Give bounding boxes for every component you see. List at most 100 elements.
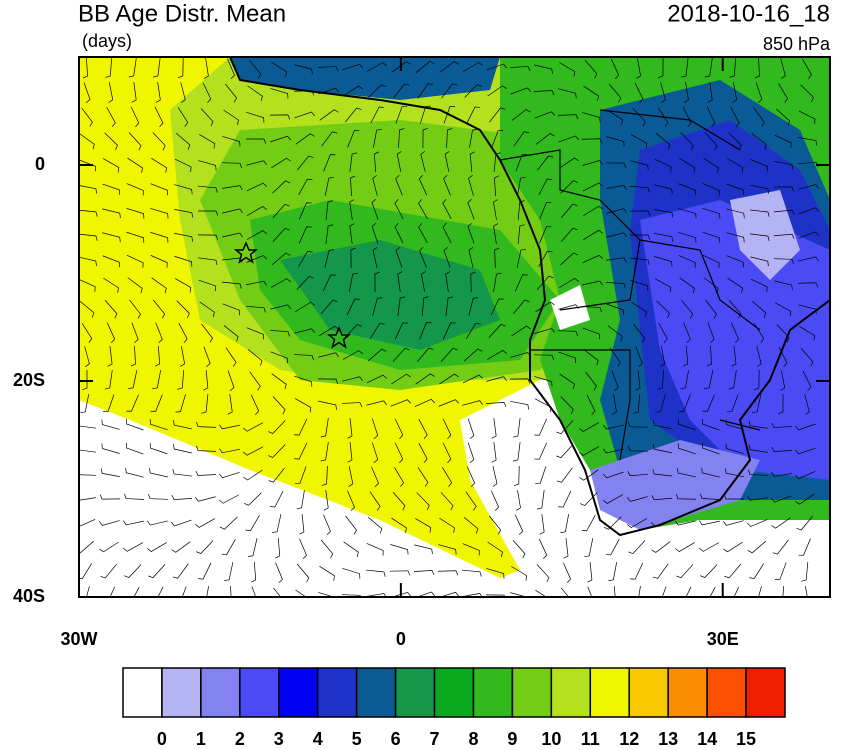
wind-barb [415,373,435,385]
wind-barb [341,594,361,597]
wind-barb [394,322,408,340]
wind-barb [79,185,98,194]
wind-barb [442,199,452,220]
wind-barb [373,151,380,173]
wind-barb [802,370,812,391]
wind-barb [372,175,378,196]
wind-barb [780,370,786,391]
wind-barb [126,442,144,455]
wind-barb [275,562,283,584]
wind-barb [607,325,623,342]
wind-barb [535,589,547,597]
wind-barb [323,490,329,511]
wind-barb [126,394,139,412]
x-tick-label: 30E [707,629,739,649]
wind-barb [130,106,140,128]
wind-barb [417,83,434,99]
wind-barb [152,370,162,390]
wind-barb [245,515,260,532]
wind-barb [320,418,329,438]
wind-barb [727,158,744,173]
wind-barb [298,250,313,267]
wind-barb [539,226,552,244]
wind-barb [774,562,787,580]
wind-barb [102,232,121,243]
wind-barb [127,157,143,173]
wind-barb [320,442,329,462]
wind-barb [294,375,313,387]
axes: 30W 0 30E 0 20S 40S [13,57,830,649]
wind-barb [466,106,481,124]
wind-barb [629,185,650,193]
colorbar-label: 6 [391,729,401,749]
wind-barb [798,304,817,315]
wind-barb [322,274,336,292]
wind-barb [491,130,504,148]
wind-barb [774,161,794,170]
wind-barb [107,346,113,367]
colorbar-label: 13 [658,729,678,749]
wind-barb [389,570,411,576]
wind-barb [149,419,168,431]
wind-barb [489,107,506,123]
wind-barb [246,327,264,340]
wind-barb [101,443,120,454]
wind-barb [582,112,601,123]
wind-barb [465,491,477,511]
wind-barb [251,561,257,583]
wind-barb [491,490,500,512]
wind-barb [534,64,553,74]
wind-barb [317,378,339,384]
wind-barb [318,352,339,358]
wind-barb [774,302,792,317]
wind-barb [372,247,378,268]
wind-barb [702,394,715,412]
wind-barb [700,564,718,578]
field [550,285,590,330]
wind-barb [701,467,720,478]
wind-barb [272,227,290,242]
wind-barb [752,394,762,413]
wind-barb [243,469,263,481]
wind-barb [102,394,115,412]
wind-barb [517,176,526,196]
wind-barb [126,254,144,268]
wind-barb [345,515,357,535]
wind-barb [147,542,167,552]
wind-barb [366,543,384,556]
wind-barb [345,107,362,123]
wind-barb [658,322,668,343]
wind-barb [557,330,578,337]
wind-barb [611,370,619,392]
wind-barb [772,539,789,555]
wind-barb [349,223,355,244]
wind-barb [79,300,95,318]
wind-barb [366,400,387,406]
wind-barb [758,586,762,597]
wind-barb [493,175,499,197]
wind-barb [635,370,641,391]
wind-barb [294,418,308,436]
wind-barb [538,178,553,196]
wind-barb [516,490,521,511]
wind-barb [560,180,579,194]
wind-barb [126,183,144,196]
wind-barb [321,131,338,147]
wind-barb [197,210,219,216]
wind-barb [295,301,315,313]
wind-barb [203,346,211,368]
wind-barb [726,183,744,196]
wind-barb [299,514,305,535]
wind-barb [369,491,381,511]
wind-barb [270,88,289,99]
wind-barb [805,586,808,597]
wind-barb [560,587,570,597]
wind-barb [298,178,313,196]
wind-barb [728,370,737,390]
wind-barb [195,496,216,502]
wind-barb [676,564,694,579]
wind-barb [630,279,649,291]
wind-barb [539,202,552,220]
wind-barb [675,520,696,526]
wind-barb [196,540,214,554]
